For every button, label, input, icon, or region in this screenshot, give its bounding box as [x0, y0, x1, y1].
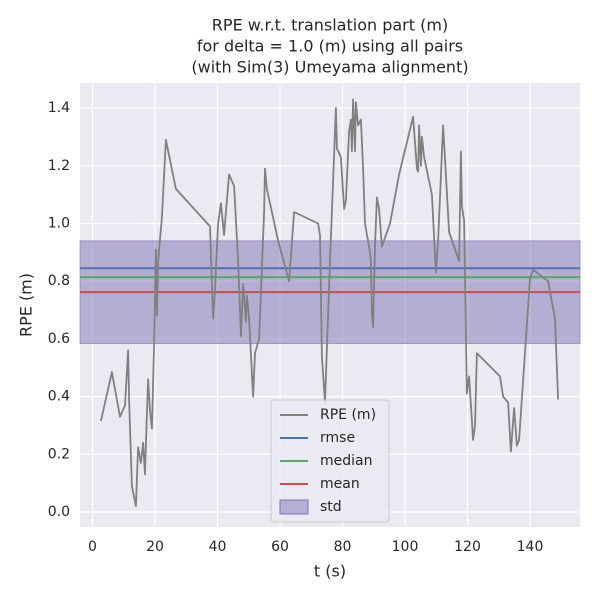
x-tick-label: 60: [271, 539, 289, 555]
legend: RPE (m) rmse median mean std: [270, 399, 390, 523]
legend-label: median: [320, 453, 372, 469]
x-tick-label: 20: [146, 539, 164, 555]
x-tick-label: 120: [454, 539, 481, 555]
legend-label: mean: [320, 476, 360, 492]
y-axis-label: RPE (m): [17, 273, 36, 337]
y-tick-label: 0.0: [48, 504, 70, 520]
rpe-line: [100, 98, 559, 508]
legend-label: RPE (m): [320, 407, 376, 423]
chart-title: (with Sim(3) Umeyama alignment): [191, 58, 468, 77]
y-tick-label: 1.0: [48, 215, 70, 231]
x-tick-label: 40: [209, 539, 227, 555]
chart-title: for delta = 1.0 (m) using all pairs: [197, 37, 463, 56]
legend-label: std: [320, 499, 342, 515]
x-tick-label: 0: [88, 539, 97, 555]
chart-title: RPE w.r.t. translation part (m): [212, 16, 448, 35]
legend-label: rmse: [320, 430, 355, 446]
x-tick-label: 80: [334, 539, 352, 555]
y-tick-label: 0.2: [48, 446, 70, 462]
legend-box: [270, 399, 390, 523]
y-tick-label: 1.2: [48, 158, 70, 174]
y-tick-label: 1.4: [48, 100, 70, 116]
y-tick-label: 0.8: [48, 273, 70, 289]
x-axis-label: t (s): [314, 562, 346, 581]
y-tick-label: 0.6: [48, 331, 70, 347]
x-tick-label: 100: [392, 539, 419, 555]
x-tick-label: 140: [517, 539, 544, 555]
y-tick-label: 0.4: [48, 389, 70, 405]
legend-handle: [279, 499, 309, 515]
